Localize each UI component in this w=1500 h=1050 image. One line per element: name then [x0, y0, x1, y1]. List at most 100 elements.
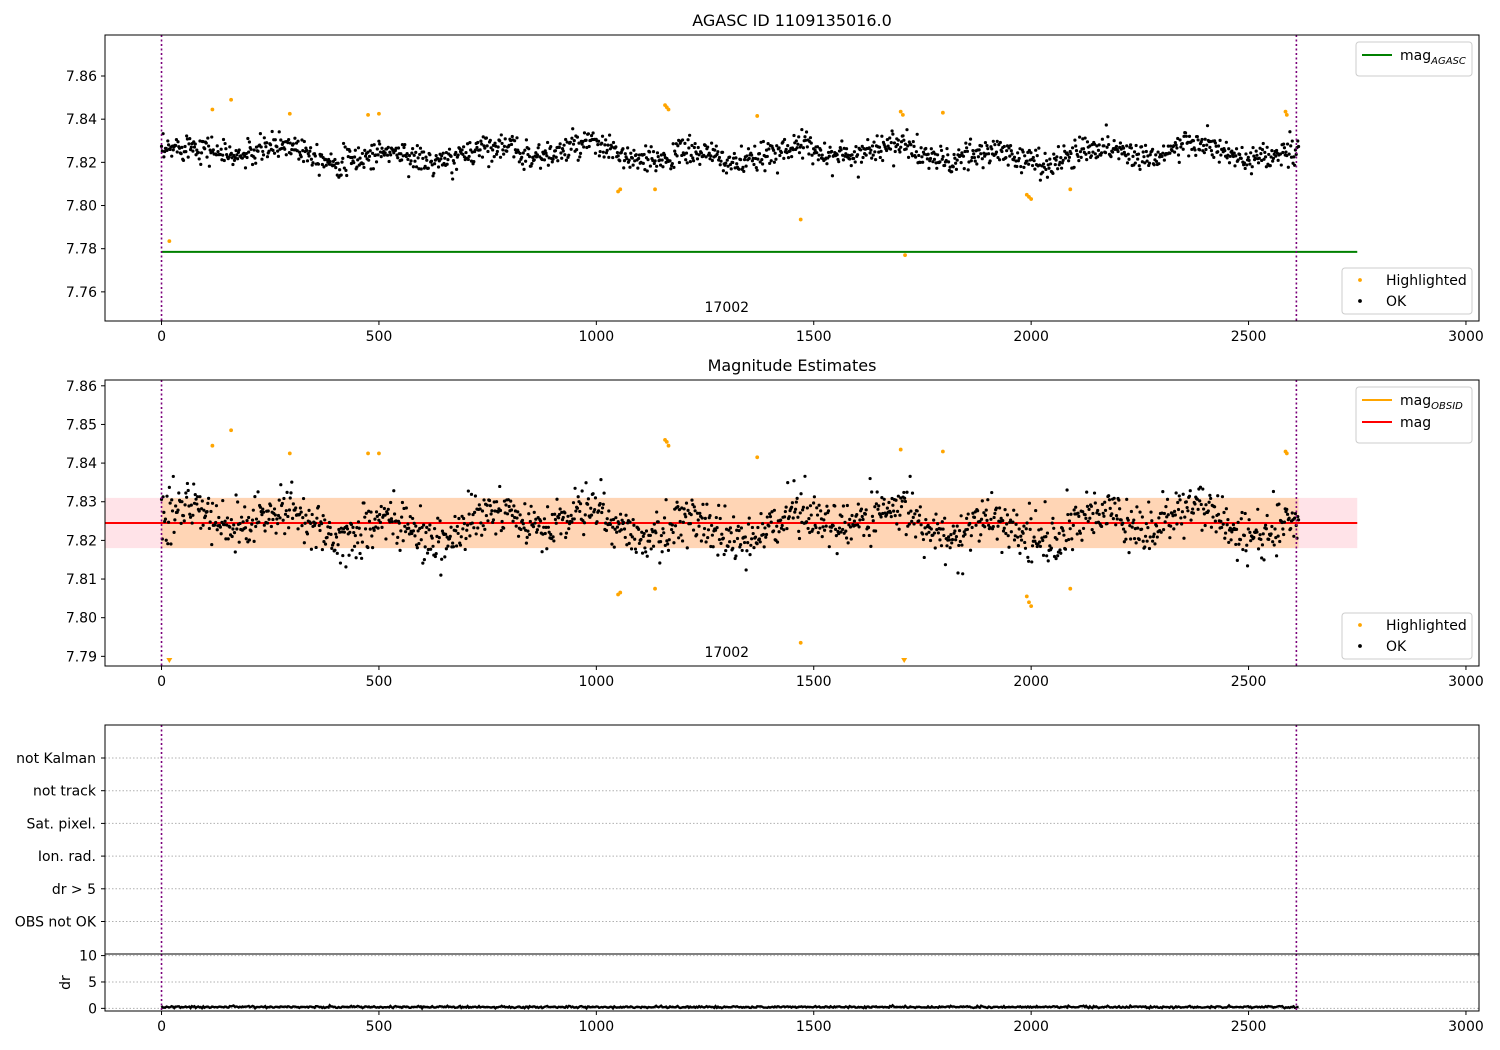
ok-point — [899, 145, 903, 149]
ok-point — [222, 158, 226, 163]
ok-point — [863, 512, 868, 516]
ok-point — [922, 555, 926, 560]
ok-point — [875, 134, 879, 138]
ok-point — [1292, 155, 1296, 159]
ok-point — [1276, 534, 1280, 538]
ok-point — [1078, 150, 1083, 154]
ok-point — [575, 506, 580, 510]
ok-point — [628, 520, 632, 524]
ok-point — [881, 511, 885, 516]
ok-point — [408, 162, 412, 166]
ok-point — [523, 502, 527, 506]
ok-point — [242, 151, 246, 155]
ok-point — [652, 161, 656, 166]
ok-point — [1093, 152, 1097, 156]
ok-point — [1179, 145, 1183, 149]
ok-point — [850, 513, 854, 518]
ok-point — [359, 533, 363, 537]
ok-point — [502, 152, 506, 156]
ok-point — [941, 154, 945, 159]
ok-point — [637, 153, 642, 157]
ok-point — [673, 524, 678, 528]
ok-point — [245, 518, 249, 523]
ok-point — [887, 500, 891, 505]
ok-point — [310, 512, 314, 517]
ok-point — [598, 502, 602, 506]
ok-point — [433, 162, 437, 166]
ok-point — [1292, 534, 1296, 538]
ok-point — [1059, 551, 1063, 555]
ok-point — [230, 534, 234, 539]
ok-point — [251, 508, 255, 512]
ok-point — [390, 520, 394, 524]
y-tick-label: 7.78 — [66, 242, 97, 258]
y-tick-label: 7.84 — [66, 112, 97, 128]
ok-point — [711, 545, 715, 549]
ok-point — [403, 530, 408, 534]
ok-point — [1293, 163, 1297, 167]
ok-point — [805, 506, 809, 510]
ok-point — [224, 147, 228, 151]
ok-point — [671, 530, 675, 535]
ok-point — [981, 166, 985, 170]
highlighted-point — [664, 439, 669, 444]
ok-point — [971, 148, 975, 153]
ok-point — [376, 526, 380, 530]
ok-point — [235, 527, 239, 531]
ok-point — [411, 147, 415, 151]
highlighted-point — [755, 114, 760, 118]
ok-point — [993, 142, 997, 147]
ok-point — [879, 149, 883, 153]
ok-point — [233, 550, 237, 554]
ok-point — [1077, 158, 1081, 163]
ok-point — [1263, 150, 1267, 154]
ok-point — [168, 501, 172, 505]
ok-point — [1227, 147, 1231, 151]
ok-point — [677, 508, 682, 512]
ok-point — [1182, 134, 1186, 138]
ok-point — [1041, 162, 1046, 166]
ok-point — [344, 168, 348, 172]
ok-point — [855, 153, 860, 157]
highlighted-point — [798, 640, 803, 645]
ok-point — [230, 156, 234, 160]
ok-point — [419, 538, 423, 542]
ok-point — [1034, 508, 1038, 513]
ok-point — [316, 162, 321, 166]
ok-point — [1008, 154, 1012, 158]
ok-point — [772, 160, 776, 164]
ok-point — [1076, 511, 1080, 515]
ok-point — [1076, 154, 1080, 159]
ok-point — [1132, 536, 1137, 541]
ok-point — [771, 529, 776, 533]
ok-point — [555, 497, 559, 501]
ok-point — [1031, 155, 1035, 160]
ok-point — [960, 543, 964, 547]
y-tick-label: 7.82 — [66, 155, 97, 171]
ok-point — [1088, 516, 1092, 520]
ok-point — [524, 541, 529, 545]
ok-point — [666, 542, 670, 546]
ok-point — [1126, 152, 1130, 156]
ok-point — [1087, 151, 1091, 155]
ok-point — [695, 511, 700, 515]
ok-point — [1037, 146, 1041, 150]
ok-point — [970, 155, 974, 160]
ok-point — [615, 525, 620, 529]
ok-point — [1006, 163, 1010, 167]
ok-point — [589, 506, 593, 510]
ok-point — [1131, 521, 1135, 525]
ok-point — [651, 150, 656, 154]
ok-point — [1070, 537, 1074, 541]
ok-point — [184, 150, 188, 154]
y-tick-label: 7.83 — [66, 495, 97, 511]
ok-point — [542, 158, 547, 162]
ok-point — [576, 495, 580, 499]
ok-point — [850, 153, 854, 157]
ok-point — [584, 138, 588, 142]
ok-point — [514, 150, 518, 155]
ok-point — [1143, 534, 1148, 538]
ok-point — [786, 156, 791, 160]
ok-point — [963, 532, 967, 537]
ok-point — [474, 532, 478, 536]
